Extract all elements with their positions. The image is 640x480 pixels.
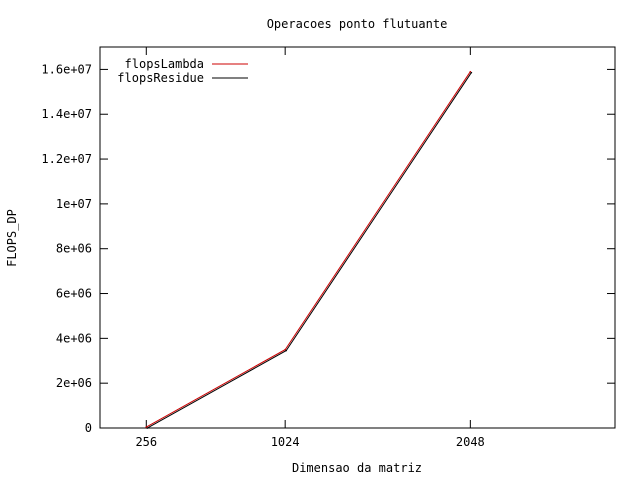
data-point: [469, 70, 472, 73]
data-point: [285, 349, 287, 352]
x-axis-label: Dimensao da matriz: [292, 461, 422, 475]
data-point: [145, 426, 148, 428]
y-axis: 0 2e+06 4e+06 6e+06 8e+06 1e+07 1.2e+07 1.4e+07…: [41, 62, 615, 435]
data-point: [470, 71, 473, 74]
x-tick-label: 1024: [271, 435, 300, 449]
y-tick-label: 8e+06: [56, 242, 92, 256]
y-tick-label: 0: [85, 421, 92, 435]
y-tick-label: 4e+06: [56, 331, 92, 345]
x-axis: 256 1024 2048: [135, 47, 485, 449]
y-axis-label: FLOPS_DP: [5, 209, 19, 267]
series-lines: [145, 70, 473, 429]
y-tick-label: 1.2e+07: [41, 152, 92, 166]
chart-title: Operacoes ponto flutuante: [267, 17, 448, 31]
y-tick-label: 2e+06: [56, 376, 92, 390]
legend-label: flopsLambda: [125, 57, 204, 71]
y-tick-label: 1e+07: [56, 197, 92, 211]
x-tick-label: 2048: [456, 435, 485, 449]
y-tick-label: 1.6e+07: [41, 62, 92, 76]
plot-border: [99, 46, 616, 429]
y-tick-label: 6e+06: [56, 287, 92, 301]
data-point: [146, 427, 149, 429]
series-line-flopsResidue: [147, 72, 472, 429]
legend-label: flopsResidue: [117, 71, 204, 85]
data-point: [284, 348, 286, 351]
series-line-flopsLambda: [146, 71, 471, 428]
plot-frame: [99, 46, 616, 429]
x-tick-label: 256: [135, 435, 157, 449]
y-tick-label: 1.4e+07: [41, 107, 92, 121]
